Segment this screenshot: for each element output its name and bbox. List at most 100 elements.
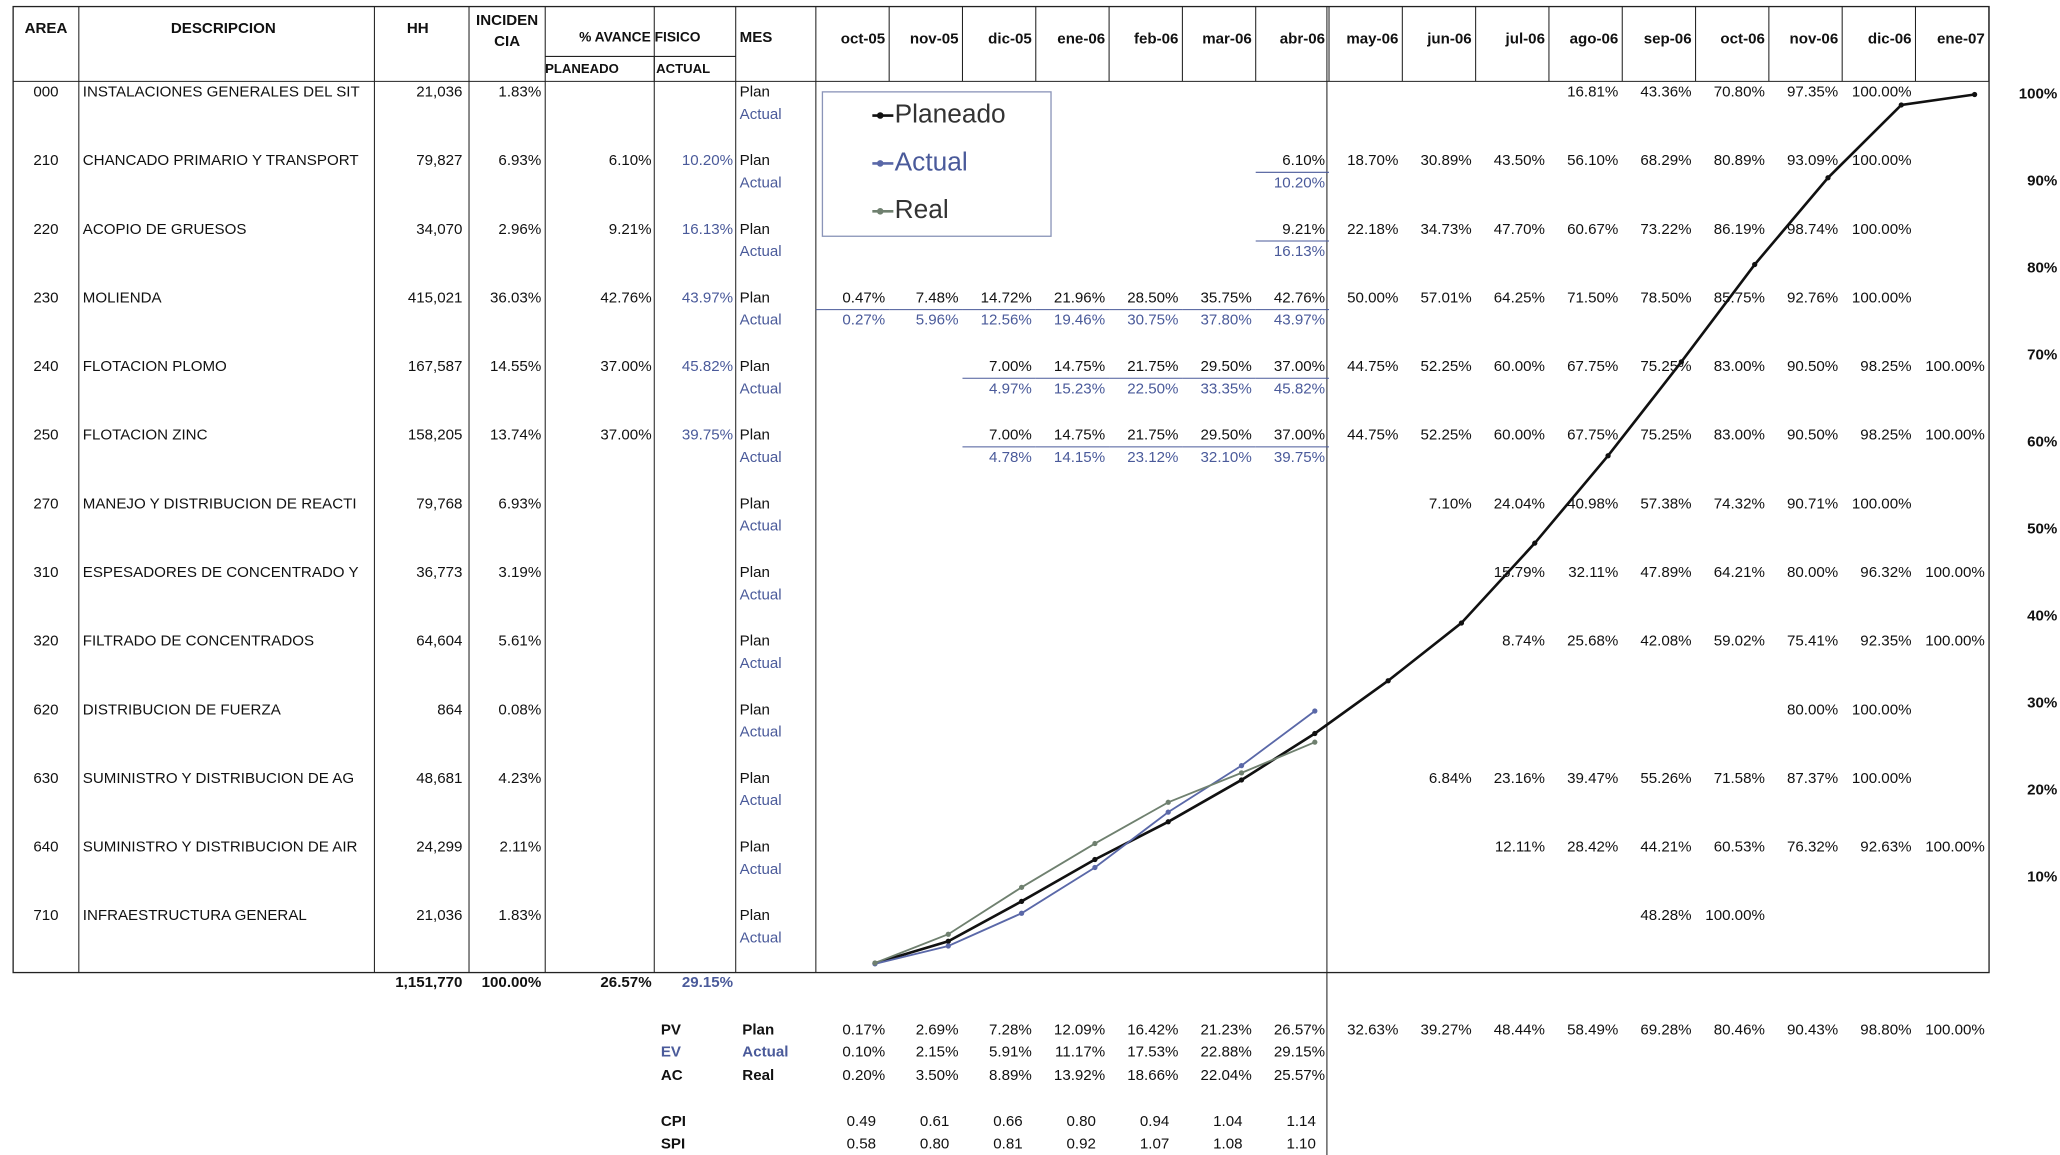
plan-value: 100.00% [1852,495,1912,512]
area-code: 250 [33,427,58,444]
plan-value: 50.00% [1347,289,1398,306]
plan-value: 8.74% [1502,633,1545,650]
plan-value: 92.35% [1860,633,1911,650]
month-label: may-06 [1346,30,1398,47]
plan-value: 100.00% [1705,907,1765,924]
actual-value: 43.97% [1274,312,1325,329]
curve-value: 0.17% [842,1021,885,1038]
description: INSTALACIONES GENERALES DEL SIT [83,84,360,101]
curve-point [945,931,951,937]
actual-label: Actual [740,243,782,260]
plan-value: 25.68% [1567,633,1618,650]
curve-value: 22.88% [1201,1044,1252,1061]
plan-label: Plan [740,907,770,924]
plan-value: 74.32% [1714,495,1765,512]
plan-value: 42.76% [1274,289,1325,306]
actual-value: 10.20% [1274,174,1325,191]
actual-value: 5.96% [916,312,959,329]
header-avance: % AVANCE FISICO [579,30,701,45]
actual-value: 37.80% [1201,312,1252,329]
actual-progress: 39.75% [682,427,733,444]
y-tick-label: 10% [2027,869,2058,886]
plan-value: 6.84% [1429,770,1472,787]
incidence: 5.61% [498,633,541,650]
y-tick-label: 60% [2027,434,2058,451]
index-value: 0.58 [847,1135,876,1152]
actual-value: 12.56% [981,312,1032,329]
legend-label: Real [895,194,949,224]
month-label: ago-06 [1570,30,1619,47]
curve-value: 8.89% [989,1067,1032,1084]
curve-point [1385,678,1391,684]
plan-value: 29.50% [1201,427,1252,444]
plan-value: 98.74% [1787,221,1838,238]
curve-value: 90.43% [1787,1021,1838,1038]
curve-value: 29.15% [1274,1044,1325,1061]
curve-point [1312,708,1318,714]
index-value: 1.14 [1286,1113,1315,1130]
month-label: jun-06 [1426,30,1471,47]
plan-value: 100.00% [1852,289,1912,306]
area-code: 640 [33,839,58,856]
plan-value: 100.00% [1925,633,1985,650]
incidence: 13.74% [490,427,541,444]
plan-value: 44.21% [1640,839,1691,856]
header-incidencia: INCIDEN [476,12,538,29]
plan-value: 32.11% [1568,564,1618,581]
curve-point [1825,175,1831,181]
actual-progress: 45.82% [682,358,733,375]
incidence: 1.83% [498,84,541,101]
month-label: ene-07 [1937,30,1985,47]
curve-point [1458,620,1465,626]
hh: 48,681 [416,770,462,787]
plan-value: 22.18% [1347,221,1398,238]
plan-value: 67.75% [1567,358,1618,375]
index-value: 1.04 [1213,1113,1242,1130]
plan-value: 85.75% [1714,289,1765,306]
curve-value: 0.20% [842,1067,885,1084]
plan-value: 47.70% [1494,221,1545,238]
plan-value: 7.10% [1429,495,1472,512]
month-label: dic-06 [1868,30,1912,47]
plan-value: 43.36% [1640,84,1691,101]
plan-value: 60.53% [1714,839,1765,856]
hh: 24,299 [416,839,462,856]
planned-progress: 37.00% [600,427,651,444]
plan-label: Plan [740,358,770,375]
actual-progress: 16.13% [682,221,733,238]
plan-value: 92.76% [1787,289,1838,306]
plan-value: 21.96% [1054,289,1105,306]
hh: 79,768 [416,495,462,512]
plan-value: 64.25% [1494,289,1545,306]
plan-value: 35.75% [1201,289,1252,306]
actual-value: 22.50% [1127,380,1178,397]
description: MANEJO Y DISTRIBUCION DE REACTI [83,495,357,512]
plan-value: 73.22% [1640,221,1691,238]
index-value: 0.61 [920,1113,949,1130]
plan-label: Plan [740,152,770,169]
curve-point [1971,91,1978,98]
month-label: nov-06 [1790,30,1839,47]
actual-label: Actual [740,449,782,466]
area-code: 710 [33,907,58,924]
planned-progress: 9.21% [609,221,652,238]
y-tick-label: 40% [2027,608,2058,625]
area-code: 320 [33,633,58,650]
curve-point [1312,730,1318,737]
incidence: 2.11% [500,839,542,856]
plan-value: 9.21% [1282,221,1325,238]
plan-value: 75.25% [1640,358,1691,375]
total-avance-actual: 29.15% [682,974,734,991]
plan-value: 52.25% [1420,427,1471,444]
curve-value: 100.00% [1925,1021,1985,1038]
plan-value: 37.00% [1274,427,1325,444]
hh: 21,036 [416,907,462,924]
index-value: 0.94 [1140,1113,1169,1130]
plan-value: 96.32% [1860,564,1911,581]
plan-value: 24.04% [1494,495,1545,512]
incidence: 6.93% [498,152,541,169]
y-tick-label: 100% [2019,85,2058,102]
curve-point [1238,762,1245,769]
area-code: 630 [33,770,58,787]
